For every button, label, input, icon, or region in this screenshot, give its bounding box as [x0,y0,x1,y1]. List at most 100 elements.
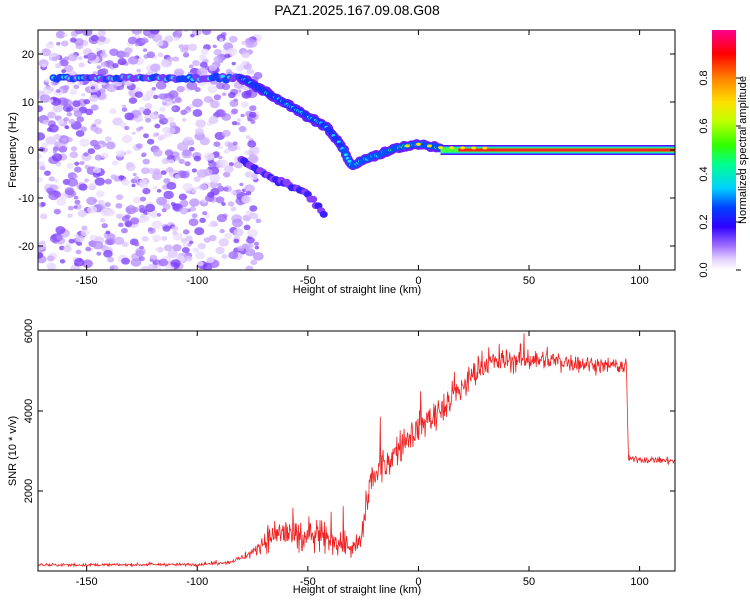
noise-blob [163,119,168,124]
noise-blob [170,202,176,207]
noise-blob [52,104,64,113]
bottom-y-tick-label: 6000 [23,319,35,343]
noise-blob [247,140,257,148]
noise-blob [135,43,140,47]
noise-blob [101,223,108,229]
noise-blob [65,107,71,112]
noise-blob [38,105,44,113]
noise-blob [154,123,161,129]
noise-blob [198,183,208,191]
noise-blob [141,152,147,157]
bottom-x-tick-label: 100 [630,576,648,588]
noise-blob [79,160,85,166]
noise-blob [104,136,112,142]
noise-blob [138,107,145,112]
noise-blob [104,202,111,207]
noise-blob [62,85,70,91]
noise-blob [213,94,222,101]
noise-blob [224,232,233,240]
noise-blob [140,265,150,270]
noise-blob [93,144,101,150]
noise-blob [75,30,83,35]
noise-blob [156,212,162,217]
noise-blob [181,118,187,122]
noise-blob [201,30,212,36]
noise-blob [105,141,116,150]
noise-blob [187,43,198,52]
noise-blob [192,60,200,67]
colorbar-tick-label: 0.6 [698,118,710,133]
noise-blob [41,48,52,57]
noise-blob [236,65,244,72]
noise-blob [46,262,56,270]
noise-blob [146,51,155,59]
noise-blob [93,118,102,125]
noise-blob [161,158,170,165]
noise-blob [94,177,105,186]
noise-blob [41,63,47,68]
noise-blob [151,86,157,91]
noise-blob [92,166,102,174]
noise-blob [117,222,124,228]
noise-blob [112,63,119,69]
noise-blob [91,123,97,128]
noise-blob [87,148,96,155]
noise-blob [61,69,67,74]
noise-blob [80,126,87,132]
noise-blob [135,249,145,257]
noise-blob [67,53,78,62]
noise-blob [219,228,225,234]
noise-blob [109,265,115,270]
noise-blob [162,225,171,232]
noise-blob [73,174,78,179]
noise-blob [88,182,97,190]
noise-blob [146,138,155,145]
noise-blob [208,115,219,124]
noise-blob [189,198,200,207]
noise-blob [149,111,160,120]
noise-blob [48,191,59,201]
noise-blob [199,217,206,223]
noise-blob [73,84,80,90]
noise-blob [224,165,234,173]
noise-blob [38,132,46,141]
noise-blob [208,64,218,72]
noise-blob [115,194,124,201]
noise-blob [248,111,257,118]
noise-blob [231,61,236,66]
noise-blob [109,108,117,115]
noise-blob [90,34,99,42]
noise-blob [250,119,256,124]
trace-core [347,159,352,163]
noise-blob [92,240,104,250]
top-y-tick-label: -20 [18,241,34,253]
noise-blob [222,171,231,178]
noise-blob [160,170,167,176]
noise-blob [63,245,72,253]
noise-blob [182,242,189,247]
noise-blob [255,218,262,224]
noise-blob [86,52,97,61]
noise-blob [63,56,70,61]
noise-blob [208,223,213,227]
noise-blob [236,122,241,126]
noise-blob [166,181,177,190]
noise-blob [250,259,258,266]
noise-blob [61,137,67,142]
noise-blob [123,52,130,58]
noise-blob [132,172,137,177]
noise-blob [240,113,245,118]
carrier-peak [460,146,466,150]
bottom-y-tick-label: 4000 [23,399,35,423]
noise-blob [162,203,171,210]
noise-blob [44,78,50,83]
noise-blob [155,80,167,90]
noise-blob [48,87,55,92]
noise-blob [178,158,185,165]
noise-blob [56,163,61,167]
noise-blob [46,255,55,262]
colorbar-tick-label: 0.2 [698,214,710,229]
signal-trace [236,74,445,171]
carrier-peak [404,144,410,148]
